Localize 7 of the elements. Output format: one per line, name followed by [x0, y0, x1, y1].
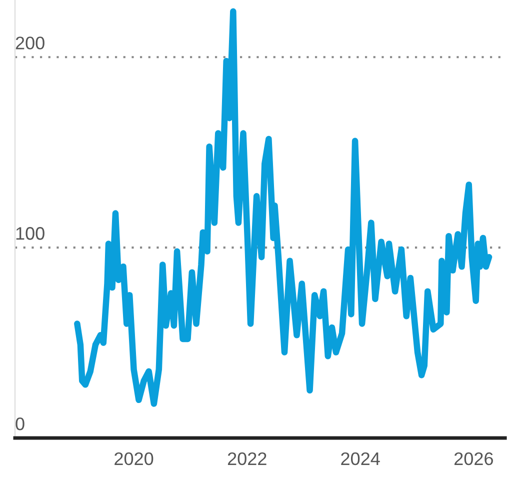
x-tick-label: 2026	[454, 452, 493, 466]
y-tick-label: 200	[16, 36, 44, 50]
y-tick-label: 100	[16, 227, 44, 240]
x-tick-label: 2022	[228, 452, 266, 466]
x-tick-label: 2020	[114, 452, 154, 466]
x-tick-label: 2024	[341, 452, 380, 466]
y-tick-label: 0	[16, 417, 24, 430]
